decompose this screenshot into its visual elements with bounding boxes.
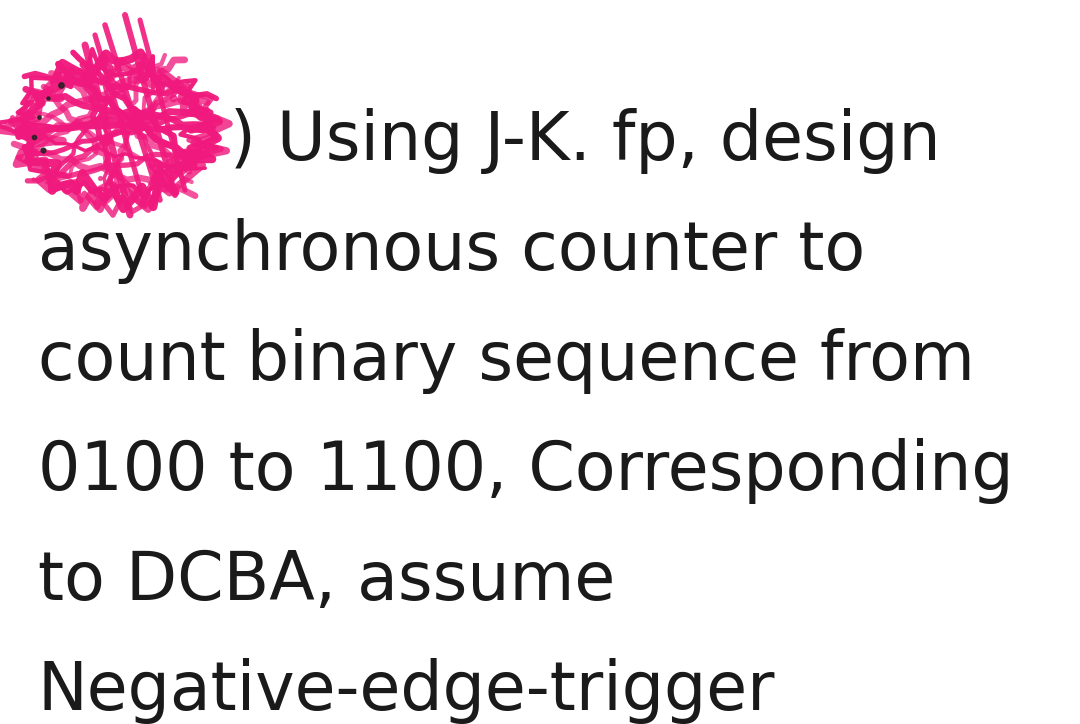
Text: count binary sequence from: count binary sequence from (38, 328, 975, 394)
Text: Negative-edge-trigger: Negative-edge-trigger (38, 658, 775, 724)
Text: 0100 to 1100, Corresponding: 0100 to 1100, Corresponding (38, 438, 1014, 504)
Text: asynchronous counter to: asynchronous counter to (38, 218, 865, 284)
Text: to DCBA, assume: to DCBA, assume (38, 548, 616, 614)
Text: ) Using J-K. fp, design: ) Using J-K. fp, design (230, 108, 941, 174)
